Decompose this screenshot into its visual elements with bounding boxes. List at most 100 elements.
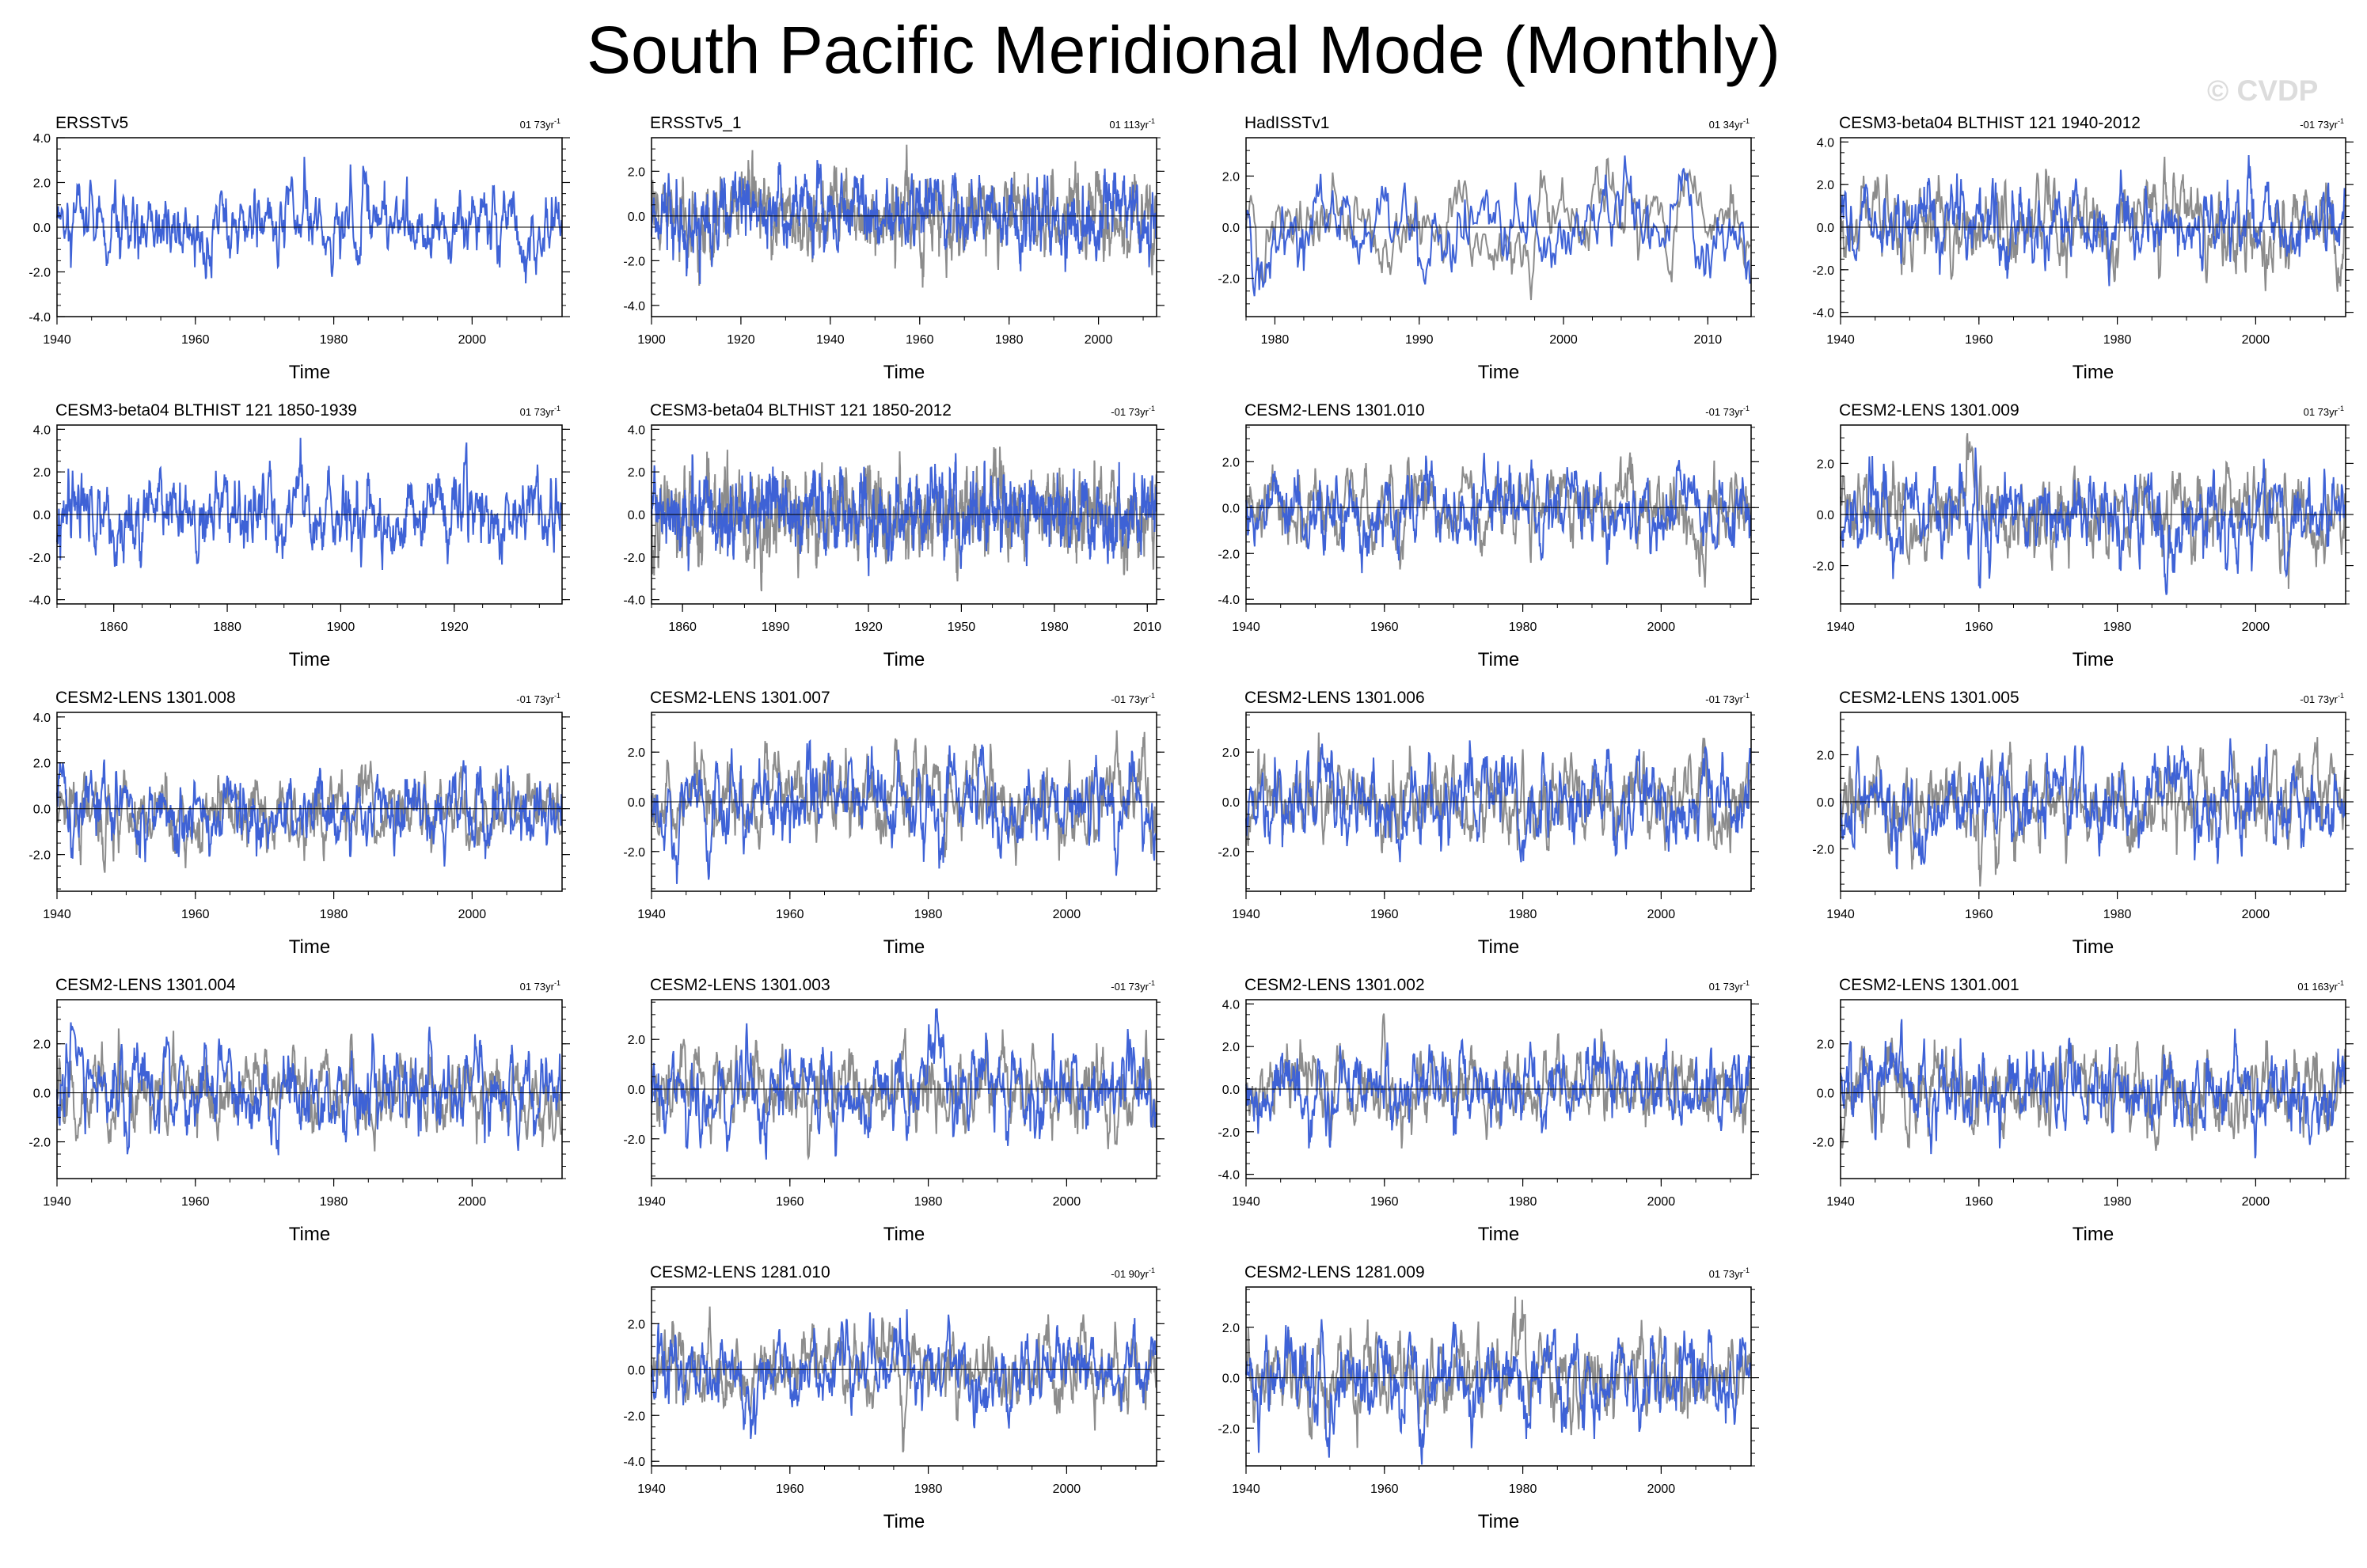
y-tick-label: -2.0 bbox=[623, 255, 645, 268]
y-tick-label: -2.0 bbox=[1218, 548, 1240, 561]
y-tick-label: 2.0 bbox=[1222, 456, 1240, 469]
y-tick-label: 0.0 bbox=[1817, 796, 1834, 810]
panel-trend-label: 01 73yr-1 bbox=[520, 117, 560, 131]
model-series-line bbox=[56, 1022, 563, 1156]
y-tick-label: -2.0 bbox=[28, 552, 51, 565]
y-tick-label: -2.0 bbox=[28, 849, 51, 863]
x-axis-label: Time bbox=[1478, 362, 1519, 383]
panel-trend-label: -01 73yr-1 bbox=[1705, 692, 1750, 705]
x-tick-label: 1960 bbox=[776, 908, 804, 921]
x-tick-label: 2000 bbox=[1053, 908, 1081, 921]
y-tick-label: -4.0 bbox=[1812, 307, 1834, 321]
x-tick-label: 2010 bbox=[1133, 621, 1161, 634]
model-series-line bbox=[1245, 1038, 1752, 1148]
panel-11: CESM2-LENS 1301.006 -01 73yr-1 -2.0 0.0 2.0 1… bbox=[1205, 689, 1799, 981]
x-tick-label: 1920 bbox=[854, 621, 883, 634]
y-tick-label: 0.0 bbox=[628, 1364, 645, 1377]
x-axis-label: Time bbox=[2073, 1224, 2114, 1245]
x-tick-label: 1960 bbox=[1370, 621, 1399, 634]
panel-title: CESM2-LENS 1281.009 bbox=[1244, 1263, 1425, 1281]
x-tick-label: 1960 bbox=[181, 333, 210, 347]
observed-series-line bbox=[1840, 737, 2346, 887]
model-series-line bbox=[1245, 740, 1752, 863]
panel-trend-label: -01 73yr-1 bbox=[516, 692, 560, 705]
panel-trend-label: 01 73yr-1 bbox=[2304, 404, 2344, 418]
x-tick-label: 1980 bbox=[995, 333, 1024, 347]
panel-svg: CESM2-LENS 1301.007 -01 73yr-1 -2.0 0.0 2.0 1… bbox=[623, 689, 1165, 958]
x-tick-label: 1940 bbox=[1232, 908, 1260, 921]
plot-frame bbox=[56, 712, 563, 892]
y-tick-label: -4.0 bbox=[623, 1456, 645, 1469]
x-tick-label: 1990 bbox=[1405, 333, 1434, 347]
panel-12: CESM2-LENS 1301.005 -01 73yr-1 -2.0 0.0 2.0 1… bbox=[1799, 689, 2367, 981]
panel-trend-label: 01 73yr-1 bbox=[520, 404, 560, 418]
panel-title: CESM3-beta04 BLTHIST 121 1850-1939 bbox=[55, 401, 357, 420]
y-tick-label: -2.0 bbox=[28, 267, 51, 280]
x-axis-label: Time bbox=[1478, 936, 1519, 958]
y-tick-label: 2.0 bbox=[1222, 1041, 1240, 1054]
y-tick-label: -2.0 bbox=[623, 1133, 645, 1147]
model-series-line bbox=[1245, 155, 1751, 297]
x-axis-label: Time bbox=[2073, 936, 2114, 958]
panel-trend-label: -01 73yr-1 bbox=[2300, 692, 2344, 705]
y-tick-label: -2.0 bbox=[623, 846, 645, 860]
x-tick-label: 1940 bbox=[637, 1483, 666, 1496]
x-tick-label: 2000 bbox=[1647, 908, 1676, 921]
y-tick-label: -4.0 bbox=[1218, 1169, 1240, 1183]
x-tick-label: 1980 bbox=[1509, 1195, 1537, 1209]
y-tick-label: 4.0 bbox=[628, 423, 645, 437]
x-tick-label: 1940 bbox=[1826, 333, 1855, 347]
panel-title: CESM2-LENS 1301.010 bbox=[1244, 401, 1425, 420]
x-tick-label: 1980 bbox=[1040, 621, 1069, 634]
y-tick-label: 0.0 bbox=[1222, 1084, 1240, 1097]
y-tick-label: 2.0 bbox=[628, 1034, 645, 1047]
panel-title: CESM2-LENS 1301.003 bbox=[650, 976, 830, 994]
panel-svg: ERSSTv5_1 01 113yr-1 -4.0 -2.0 0.0 2.0 1900 192… bbox=[623, 114, 1165, 383]
panel-trend-label: -01 73yr-1 bbox=[2300, 117, 2344, 131]
plot-frame bbox=[651, 1286, 1157, 1467]
y-tick-label: 4.0 bbox=[1222, 998, 1240, 1012]
plot-frame bbox=[1840, 999, 2346, 1179]
x-axis-label: Time bbox=[2073, 649, 2114, 670]
x-tick-label: 2000 bbox=[1647, 1195, 1676, 1209]
x-tick-label: 1980 bbox=[320, 908, 348, 921]
x-tick-label: 2010 bbox=[1694, 333, 1723, 347]
y-tick-label: 4.0 bbox=[1817, 136, 1834, 150]
x-tick-label: 1900 bbox=[327, 621, 355, 634]
panel-title: HadISSTv1 bbox=[1244, 114, 1329, 132]
x-tick-label: 2000 bbox=[1053, 1483, 1081, 1496]
panel-trend-label: 01 34yr-1 bbox=[1709, 117, 1750, 131]
page-title: South Pacific Meridional Mode (Monthly) bbox=[587, 13, 1780, 87]
model-series-line bbox=[1840, 154, 2346, 287]
x-tick-label: 1980 bbox=[914, 1483, 943, 1496]
y-tick-label: -4.0 bbox=[623, 594, 645, 608]
panel-title: CESM2-LENS 1301.007 bbox=[650, 689, 830, 707]
x-tick-label: 1980 bbox=[1509, 1483, 1537, 1496]
panel-8: CESM2-LENS 1301.009 01 73yr-1 -2.0 0.0 2.0 19… bbox=[1799, 401, 2367, 694]
x-tick-label: 1960 bbox=[1370, 908, 1399, 921]
model-series-line bbox=[1840, 738, 2346, 870]
panel-trend-label: 01 73yr-1 bbox=[1709, 979, 1750, 993]
panel-9: CESM2-LENS 1301.008 -01 73yr-1 -2.0 0.0 2.0 4… bbox=[16, 689, 610, 981]
x-tick-label: 2000 bbox=[1647, 1483, 1676, 1496]
panel-svg: CESM2-LENS 1281.010 -01 90yr-1 -4.0 -2.0 0.0… bbox=[623, 1263, 1165, 1532]
panel-svg: CESM2-LENS 1301.010 -01 73yr-1 -4.0 -2.0 0.0… bbox=[1218, 401, 1759, 670]
y-tick-label: 4.0 bbox=[33, 423, 51, 437]
x-axis-label: Time bbox=[1478, 1511, 1519, 1532]
x-tick-label: 2000 bbox=[2242, 1195, 2270, 1209]
x-axis-label: Time bbox=[2073, 362, 2114, 383]
x-tick-label: 1980 bbox=[1509, 621, 1537, 634]
x-tick-label: 1940 bbox=[1826, 1195, 1855, 1209]
x-axis-label: Time bbox=[289, 1224, 330, 1245]
x-tick-label: 2000 bbox=[458, 1195, 487, 1209]
y-tick-label: -2.0 bbox=[1218, 1126, 1240, 1140]
x-tick-label: 1960 bbox=[181, 908, 210, 921]
x-tick-label: 1860 bbox=[668, 621, 697, 634]
y-tick-label: 0.0 bbox=[1222, 1372, 1240, 1386]
x-axis-label: Time bbox=[1478, 649, 1519, 670]
y-tick-label: -4.0 bbox=[623, 300, 645, 313]
x-tick-label: 2000 bbox=[1053, 1195, 1081, 1209]
model-series-line bbox=[1245, 1319, 1752, 1465]
panel-title: CESM2-LENS 1301.009 bbox=[1839, 401, 2019, 420]
x-tick-label: 1960 bbox=[906, 333, 934, 347]
